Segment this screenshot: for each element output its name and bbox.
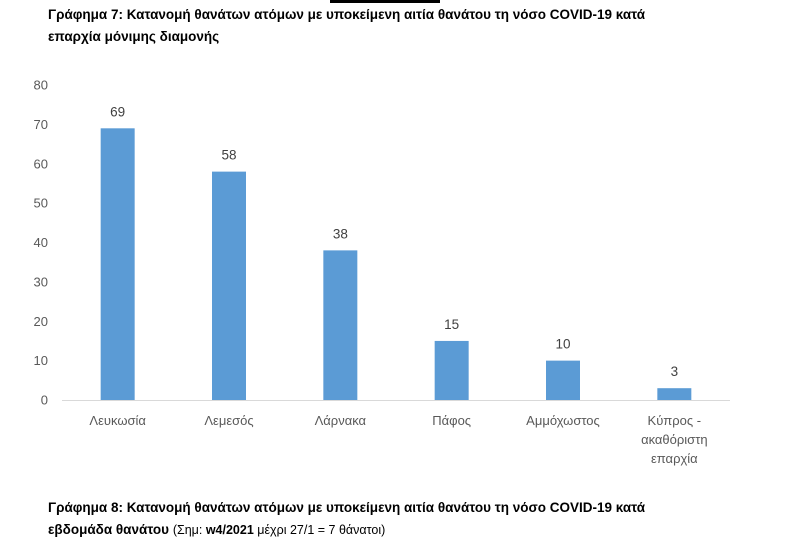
data-label-5: 3 (671, 364, 679, 379)
x-tick-label-5-line-1: ακαθόριστη (641, 432, 708, 447)
y-tick-label-20: 20 (34, 314, 48, 329)
x-tick-label-5-line-2: επαρχία (651, 451, 698, 466)
data-label-2: 38 (333, 226, 348, 241)
x-tick-label-1: Λεμεσός (204, 413, 253, 428)
y-tick-label-70: 70 (34, 117, 48, 132)
y-tick-label-60: 60 (34, 156, 48, 171)
bar-2 (323, 250, 358, 400)
data-label-4: 10 (555, 337, 570, 352)
data-label-3: 15 (444, 317, 459, 332)
x-tick-label-3: Πάφος (432, 413, 471, 428)
y-tick-label-80: 80 (34, 78, 48, 93)
y-tick-label-0: 0 (41, 393, 48, 408)
chart-7: 0 10 20 30 40 50 60 70 80 69 Λευκωσία 58 Λεμεσός 38 Λά… (34, 78, 730, 466)
page-top-rule (330, 0, 440, 3)
y-tick-label-10: 10 (34, 353, 48, 368)
chart-8-caption-line-1: Γράφημα 8: Κατανομή θανάτων ατόμων με υπ… (48, 500, 646, 515)
data-label-0: 69 (110, 104, 125, 119)
chart-8-note-prefix: (Σημ: (172, 523, 206, 537)
y-tick-label-50: 50 (34, 196, 48, 211)
chart-7-caption: Γράφημα 7: Κατανομή θανάτων ατόμων με υπ… (48, 4, 738, 48)
bar-1 (212, 171, 246, 400)
chart-7-caption-line-1: Γράφημα 7: Κατανομή θανάτων ατόμων με υπ… (48, 7, 646, 22)
x-tick-label-2: Λάρνακα (315, 413, 367, 428)
x-tick-label-0: Λευκωσία (89, 413, 146, 428)
x-tick-label-5-line-0: Κύπρος - (648, 413, 702, 428)
bar-4 (546, 360, 580, 400)
chart-8-caption: Γράφημα 8: Κατανομή θανάτων ατόμων με υπ… (48, 497, 738, 541)
chart-7-caption-line-2: επαρχία μόνιμης διαμονής (48, 29, 220, 44)
y-tick-label-40: 40 (34, 235, 48, 250)
chart-8-caption-line-2: εβδομάδα θανάτου (48, 522, 170, 537)
chart-8-note-week: w4/2021 (205, 523, 254, 537)
x-tick-label-4: Αμμόχωστος (526, 413, 600, 428)
data-label-1: 58 (221, 148, 236, 163)
chart-8-note-suffix: μέχρι 27/1 = 7 θάνατοι) (253, 523, 386, 537)
bar-5 (657, 388, 692, 400)
chart-8-caption-note: (Σημ: w4/2021 μέχρι 27/1 = 7 θάνατοι) (173, 523, 385, 537)
bar-0 (100, 128, 135, 400)
chart-7-plot: 0 10 20 30 40 50 60 70 80 69 Λευκωσία 58 Λεμεσός 38 Λά… (34, 78, 730, 466)
y-tick-label-30: 30 (34, 274, 48, 289)
bar-3 (434, 340, 469, 400)
